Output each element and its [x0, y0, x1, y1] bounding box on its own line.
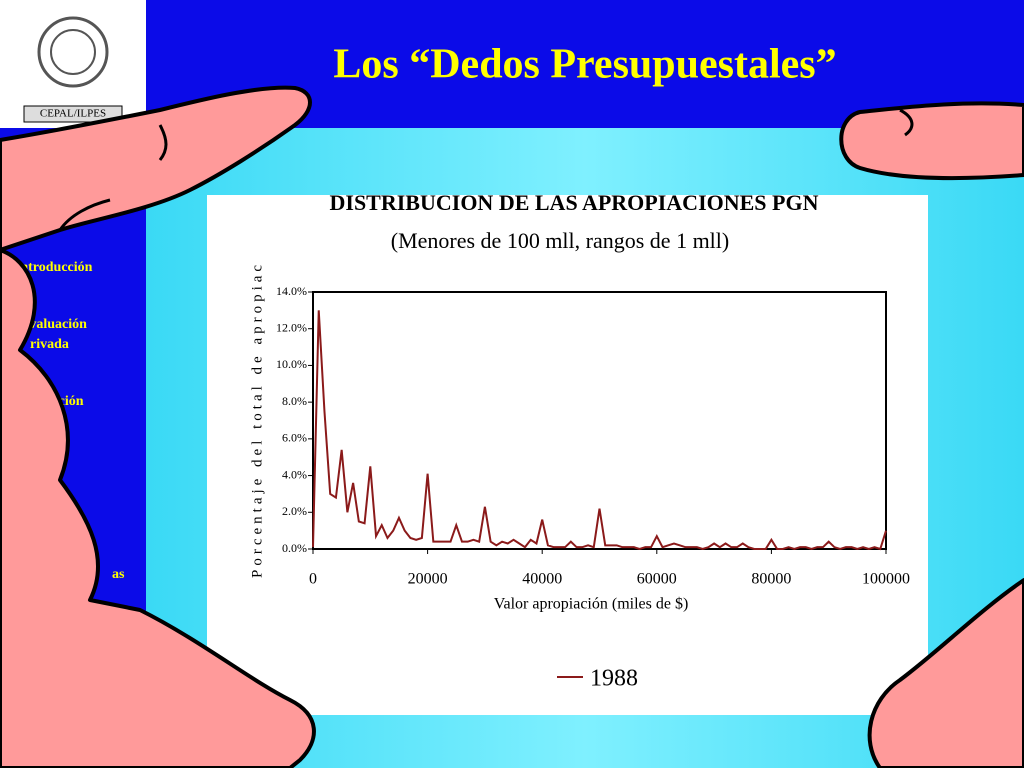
y-tick-label: 10.0% — [276, 357, 307, 371]
x-tick-label: 60000 — [637, 571, 677, 588]
crease — [158, 124, 168, 161]
logo — [37, 16, 109, 88]
chart-title: DISTRIBUCION DE LAS APROPIACIONES PGN — [330, 190, 819, 215]
x-tick-label: 20000 — [408, 571, 448, 588]
x-tick-label: 0 — [309, 571, 317, 588]
y-tick-label: 2.0% — [282, 504, 307, 518]
legend-label: 1988 — [590, 666, 638, 692]
logo — [50, 29, 96, 75]
y-tick-label: 0.0% — [282, 541, 307, 555]
hand — [0, 248, 316, 770]
y-tick-label: 4.0% — [282, 467, 307, 481]
x-tick-label: 80000 — [751, 571, 791, 588]
y-tick-label: 14.0% — [276, 284, 307, 298]
hand — [839, 101, 1024, 181]
crease — [58, 198, 111, 231]
sidebar-item: as — [112, 567, 125, 582]
x-tick-label: 100000 — [862, 571, 910, 588]
y-tick-label: 6.0% — [282, 431, 307, 445]
crease — [899, 108, 914, 137]
logo-caption-box — [23, 105, 123, 123]
hand — [867, 578, 1024, 770]
x-tick-label: 40000 — [522, 571, 562, 588]
sidebar-item: rivada — [30, 337, 69, 352]
y-axis-label: Porcentaje del total de apropiac — [249, 261, 265, 578]
y-tick-label: 8.0% — [282, 394, 307, 408]
sidebar-item: •Introducción — [10, 260, 93, 275]
logo-caption: CEPAL/ILPES — [40, 108, 106, 120]
hand — [0, 85, 312, 252]
x-axis-label: Valor apropiación (miles de $) — [494, 596, 689, 613]
line-series — [312, 310, 887, 551]
chart-subtitle: (Menores de 100 mll, rangos de 1 mll) — [391, 228, 730, 253]
plot-frame — [312, 291, 887, 550]
y-tick-label: 12.0% — [276, 320, 307, 334]
slide-title: Los “Dedos Presupuestales” — [333, 42, 836, 88]
sidebar-item: Evaluación — [20, 317, 87, 332]
